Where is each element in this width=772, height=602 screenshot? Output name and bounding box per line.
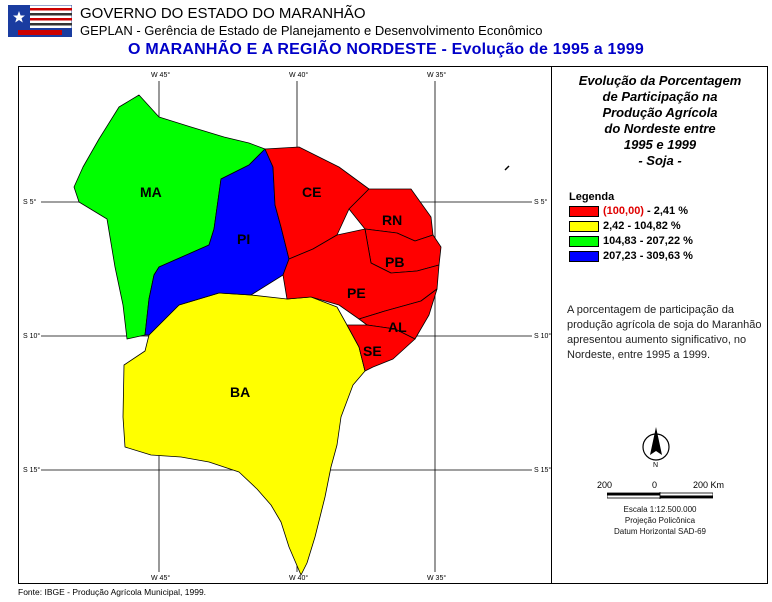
source-note: Fonte: IBGE - Produção Agrícola Municipa…: [18, 587, 207, 597]
state-se-shape: [346, 324, 416, 372]
state-label-rn: RN: [382, 212, 402, 228]
legend-label-4: 207,23 - 309,63 %: [603, 250, 693, 262]
scale-bar: [607, 492, 713, 499]
legend-swatch-blue: [569, 251, 599, 262]
state-pe-shape: [282, 228, 440, 320]
island-mark: [504, 165, 510, 171]
map-frame: [18, 66, 768, 584]
legend-swatch-green: [569, 236, 599, 247]
legend-item-1: (100,00) - 2,41 %: [569, 205, 759, 220]
grid-label-right-s5: S 5°: [534, 198, 548, 206]
state-label-ma: MA: [140, 184, 162, 200]
legend-title: Legenda: [569, 191, 615, 203]
legend-label-3: 104,83 - 207,22 %: [603, 235, 693, 247]
state-label-ce: CE: [302, 184, 321, 200]
map-note: A porcentagem de participação da produçã…: [567, 304, 762, 361]
legend-label-1-negative: (100,00): [603, 205, 644, 217]
legend-swatch-red: [569, 206, 599, 217]
grid-label-right-s15: S 15°: [534, 466, 551, 474]
map-panel: MA PI CE RN PB PE AL SE BA W 45° W 40° W…: [19, 67, 552, 583]
scale-label-right: 200 Km: [693, 480, 725, 490]
scale-info: Escala 1:12.500.000 Projeção Policônica …: [553, 504, 767, 537]
legend-item-4: 207,23 - 309,63 %: [569, 250, 759, 265]
state-label-al: AL: [388, 319, 407, 335]
legend-item-3: 104,83 - 207,22 %: [569, 235, 759, 250]
grid-label-top-w40: W 40°: [289, 71, 308, 79]
sidebar-title: Evolução da Porcentagem de Participação …: [578, 73, 742, 168]
government-name: GOVERNO DO ESTADO DO MARANHÃO: [80, 5, 366, 22]
state-ba-shape: [122, 292, 366, 576]
state-label-pi: PI: [237, 231, 250, 247]
grid-label-top-w35: W 35°: [427, 71, 446, 79]
grid-label-bottom-w40: W 40°: [289, 574, 308, 582]
grid-label-right-s10: S 10°: [534, 332, 551, 340]
north-label: N: [653, 462, 658, 469]
map-title: O MARANHÃO E A REGIÃO NORDESTE - Evoluçã…: [128, 41, 644, 58]
grid-label-top-w45: W 45°: [151, 71, 170, 79]
legend-item-2: 2,42 - 104,82 %: [569, 220, 759, 235]
legend-label-2: 2,42 - 104,82 %: [603, 220, 681, 232]
grid-label-left-s10: S 10°: [23, 332, 40, 340]
grid-label-bottom-w35: W 35°: [427, 574, 446, 582]
state-label-ba: BA: [230, 384, 250, 400]
datum: Datum Horizontal SAD-69: [613, 527, 707, 536]
scale-ratio: Escala 1:12.500.000: [623, 505, 697, 514]
legend-swatch-yellow: [569, 221, 599, 232]
north-arrow-icon: N: [642, 427, 670, 469]
state-border-detail: [348, 208, 392, 274]
maranhao-flag-logo: [8, 5, 72, 37]
scale-label-left: 200: [597, 480, 613, 490]
state-label-se: SE: [363, 343, 382, 359]
scale-label-mid: 0: [652, 480, 658, 490]
agency-name: GEPLAN - Gerência de Estado de Planejame…: [80, 23, 543, 38]
state-label-pb: PB: [385, 254, 404, 270]
grid-label-left-s5: S 5°: [23, 198, 37, 206]
sidebar: Evolução da Porcentagem de Participação …: [553, 67, 767, 583]
grid-label-left-s15: S 15°: [23, 466, 40, 474]
header: GOVERNO DO ESTADO DO MARANHÃO GEPLAN - G…: [0, 0, 772, 66]
projection: Projeção Policônica: [624, 516, 696, 525]
scale-labels: 200 0 200 Km: [591, 480, 731, 494]
grid-label-bottom-w45: W 45°: [151, 574, 170, 582]
legend-label-1: (100,00) - 2,41 %: [603, 205, 688, 217]
northeast-map: MA PI CE RN PB PE AL SE BA W 45° W 40° W…: [23, 71, 551, 582]
state-label-pe: PE: [347, 285, 366, 301]
legend-label-1-rest: - 2,41 %: [643, 205, 689, 217]
